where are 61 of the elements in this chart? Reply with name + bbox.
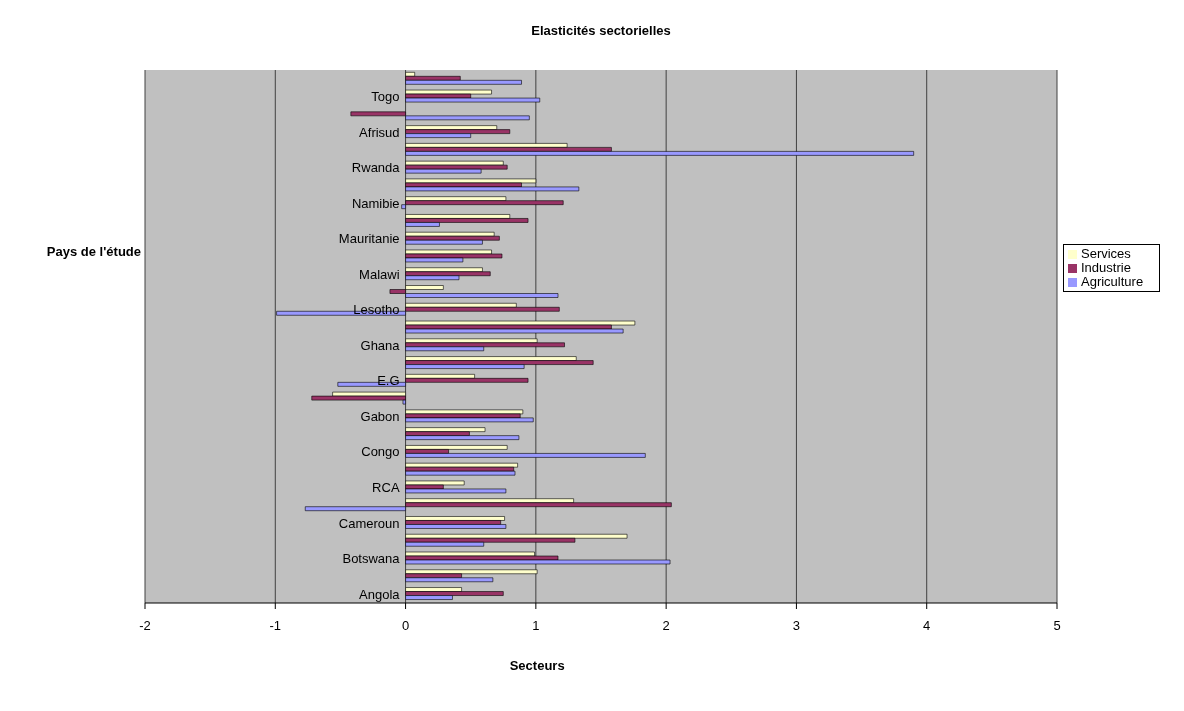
bar [405,271,491,277]
bar [405,151,914,156]
chart-title: Elasticités sectorielles [530,23,672,39]
y-tick-label: Namibie [351,195,400,211]
x-tick-label: 2 [662,618,670,634]
bar [405,178,537,184]
legend-label: Agriculture [1081,274,1144,289]
y-tick-label: Afrisud [359,124,400,140]
bar [405,253,503,259]
y-tick-label: Mauritanie [338,231,400,247]
y-tick-label: E.G [377,373,400,389]
x-tick-label: 0 [401,618,410,634]
bar [405,328,624,334]
y-tick-label: Togo [371,89,400,105]
bar [405,186,580,192]
y-tick-label: RCA [372,480,400,496]
bar [405,200,564,205]
y-tick-label: Congo [361,444,400,460]
y-tick-label: Malawi [359,266,400,282]
x-tick-label: -2 [139,618,151,634]
bar [405,488,507,494]
y-tick-label: Botswana [342,551,401,567]
bar [405,89,492,95]
bar [405,320,636,326]
x-tick-label: 3 [792,618,801,634]
bar [405,218,529,223]
x-axis-title: Secteurs [509,657,565,673]
bar [405,577,494,583]
x-tick-label: 5 [1053,618,1061,634]
bar [405,427,486,432]
bar [405,591,504,596]
bar [405,569,538,575]
bar [405,417,534,423]
bar [311,395,406,401]
y-tick-label: Rwanda [351,160,401,176]
bar [405,164,508,170]
bar [405,480,465,486]
bar [405,129,511,134]
bar [405,524,507,529]
x-tick-label: -1 [269,618,282,634]
y-tick-label: Cameroun [338,515,400,531]
y-tick-label: Angola [359,586,401,602]
bar [405,235,500,241]
bar [405,360,594,365]
y-axis-title: Pays de l'étude [46,243,141,259]
y-tick-label: Ghana [360,337,401,353]
bar [405,445,508,450]
bar [405,533,628,539]
bar [405,80,522,85]
x-tick-label: 4 [923,618,931,634]
y-tick-label: Gabon [360,408,400,424]
x-tick-label: 1 [532,618,540,634]
bar [405,453,646,458]
bar [405,559,671,565]
y-tick-label: Lesotho [353,302,400,318]
bar [405,435,520,440]
bar [405,97,541,103]
legend-label: Services [1081,246,1131,261]
bar [405,342,565,348]
bar [405,470,516,476]
legend-label: Industrie [1081,260,1131,275]
